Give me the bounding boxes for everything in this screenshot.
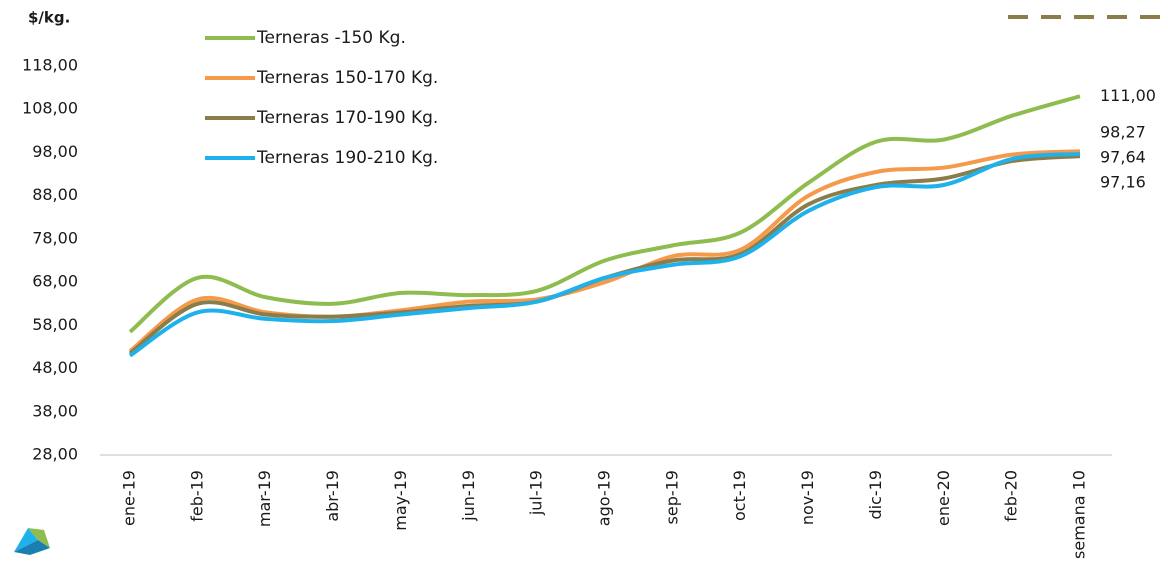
x-tick-label: jun-19 — [459, 470, 478, 522]
y-tick-label: 108,00 — [22, 99, 78, 118]
series-line — [128, 94, 1081, 334]
y-tick-label: 28,00 — [32, 445, 78, 464]
legend-label: Terneras -150 Kg. — [256, 28, 406, 48]
x-tick-label: mar-19 — [255, 470, 274, 527]
y-tick-label: 98,00 — [32, 142, 78, 161]
y-tick-label: 68,00 — [32, 272, 78, 291]
logo — [14, 528, 50, 555]
x-tick-label: nov-19 — [798, 470, 817, 525]
x-tick-label: may-19 — [391, 470, 410, 531]
y-tick-label: 58,00 — [32, 315, 78, 334]
data-label: 98,27 — [1100, 123, 1146, 142]
series-line — [128, 152, 1081, 358]
x-tick-label: jul-19 — [527, 470, 546, 516]
x-tick-label: oct-19 — [730, 470, 749, 521]
x-tick-label: abr-19 — [323, 470, 342, 522]
data-label: 97,64 — [1100, 148, 1146, 167]
y-tick-label: 78,00 — [32, 228, 78, 247]
x-tick-label: ago-19 — [595, 470, 614, 526]
legend-label: Terneras 170-190 Kg. — [256, 108, 438, 128]
y-tick-label: 88,00 — [32, 185, 78, 204]
x-tick-label: dic-19 — [866, 470, 885, 520]
y-tick-label: 48,00 — [32, 358, 78, 377]
x-tick-label: feb-20 — [1002, 470, 1021, 522]
x-tick-label: ene-19 — [120, 470, 139, 526]
data-label: 111,00 — [1100, 86, 1156, 105]
x-tick-label: sep-19 — [662, 470, 681, 524]
x-tick-label: ene-20 — [934, 470, 953, 526]
y-tick-label: 118,00 — [22, 56, 78, 75]
y-axis-label: $/kg. — [28, 9, 70, 27]
y-tick-label: 38,00 — [32, 401, 78, 420]
legend-label: Terneras 150-170 Kg. — [256, 68, 438, 88]
x-tick-label: semana 10 — [1070, 470, 1089, 559]
x-tick-label: feb-19 — [187, 470, 206, 522]
data-label: 97,16 — [1100, 173, 1146, 192]
legend-label: Terneras 190-210 Kg. — [256, 148, 438, 168]
